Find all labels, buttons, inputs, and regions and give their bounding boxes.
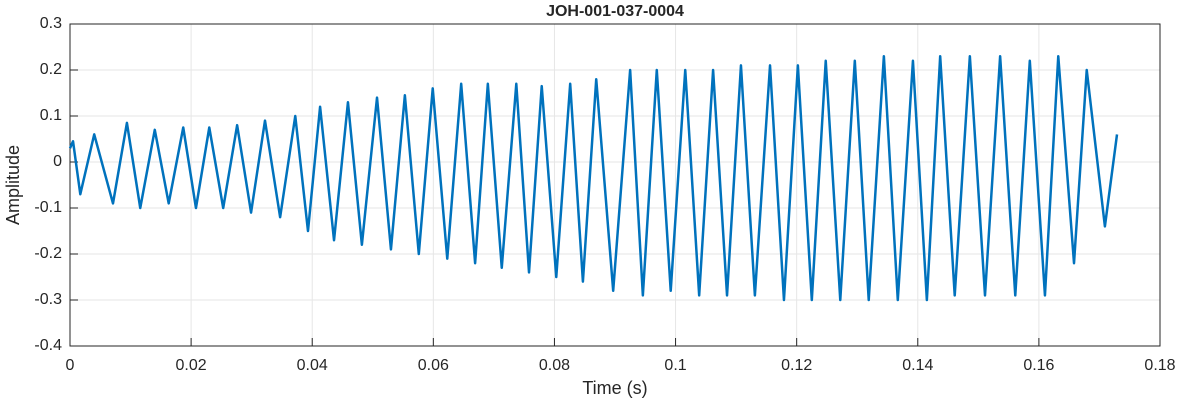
x-tick-label: 0.16 — [1023, 357, 1054, 374]
x-tick-label: 0.1 — [664, 357, 686, 374]
y-tick-label: -0.2 — [34, 245, 62, 262]
x-tick-label: 0 — [66, 357, 75, 374]
y-tick-label: 0.2 — [40, 61, 62, 78]
plot-frame — [69, 23, 1161, 347]
x-tick-label: 0.18 — [1144, 357, 1175, 374]
x-tick-label: 0.02 — [176, 357, 207, 374]
chart-title: JOH-001-037-0004 — [546, 3, 684, 20]
y-tick-label: 0.3 — [40, 15, 62, 32]
y-tick-label: 0 — [53, 153, 62, 170]
x-tick-label: 0.12 — [781, 357, 812, 374]
y-tick-label: 0.1 — [40, 107, 62, 124]
y-tick-label: -0.3 — [34, 291, 62, 308]
x-tick-label: 0.08 — [539, 357, 570, 374]
x-tick-label: 0.04 — [297, 357, 328, 374]
y-tick-label: -0.4 — [34, 337, 62, 354]
y-tick-label: -0.1 — [34, 199, 62, 216]
waveform-line — [68, 54, 1119, 302]
x-tick-label: 0.14 — [902, 357, 933, 374]
x-tick-label: 0.06 — [418, 357, 449, 374]
x-axis-label: Time (s) — [582, 378, 647, 398]
y-axis-label: Amplitude — [3, 145, 23, 225]
